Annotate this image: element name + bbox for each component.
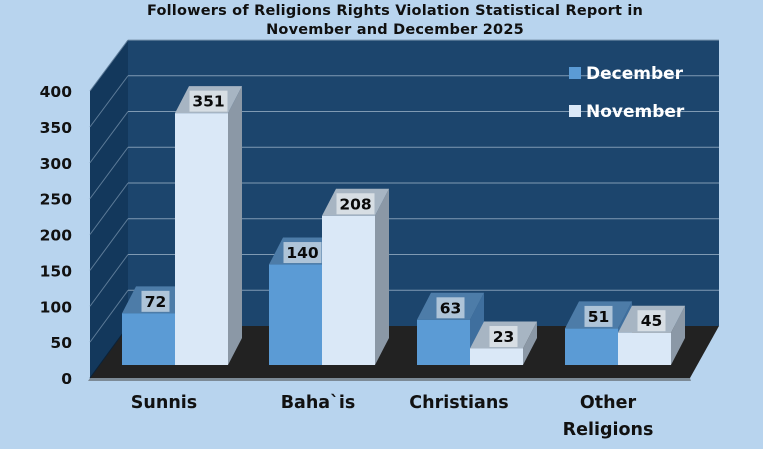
chart-title-line-2: November and December 2025 — [266, 22, 524, 38]
data-label-box — [489, 325, 518, 347]
bar-side — [228, 86, 242, 365]
y-tick-label: 0 — [61, 370, 72, 388]
bar-side — [671, 305, 685, 365]
data-label: 45 — [641, 312, 663, 330]
data-label-box — [436, 297, 465, 319]
bar-front — [565, 328, 618, 365]
bar-front — [618, 332, 671, 365]
y-tick-label: 100 — [40, 298, 73, 316]
data-label-box — [637, 310, 666, 332]
data-label: 51 — [588, 308, 610, 326]
legend-label: November — [586, 102, 685, 122]
bars: 72 351 140 208 63 23 51 45 — [122, 86, 685, 365]
y-tick-label: 350 — [40, 119, 73, 137]
bar-front — [322, 215, 375, 365]
chart-title: Followers of Religions Rights Violation … — [0, 2, 763, 40]
data-label: 23 — [493, 328, 515, 346]
bar-front — [175, 113, 228, 365]
bar-front — [122, 313, 175, 365]
x-axis: Sunnis Baha`is Christians Other Religions — [131, 393, 654, 440]
data-label-box — [283, 242, 322, 264]
legend-swatch — [569, 105, 581, 117]
bar: 23 — [470, 321, 537, 365]
x-tick-label: Other — [580, 393, 637, 413]
x-tick-label: Sunnis — [131, 393, 197, 413]
gridline-side — [89, 39, 129, 92]
legend-swatch — [569, 67, 581, 79]
bar-side — [523, 321, 537, 365]
data-label-box — [336, 193, 375, 215]
gridline-side — [89, 111, 129, 164]
gridline-side — [89, 146, 129, 199]
y-tick-label: 150 — [40, 262, 73, 280]
bar-front — [269, 264, 322, 365]
gridline-side — [89, 182, 129, 235]
chart-title-line-1: Followers of Religions Rights Violation … — [146, 3, 644, 19]
legend: December November — [569, 64, 685, 122]
bar: 351 — [175, 86, 242, 365]
y-tick-label: 250 — [40, 191, 73, 209]
gridline-side — [89, 289, 129, 343]
bar: 208 — [322, 188, 389, 365]
data-label: 351 — [192, 93, 224, 111]
data-label-box — [141, 290, 170, 312]
bar-side — [375, 188, 389, 365]
chart-floor — [90, 326, 719, 378]
y-tick-label: 200 — [40, 227, 73, 245]
data-label: 208 — [339, 195, 371, 213]
gridline-side — [89, 75, 129, 128]
data-label-box — [584, 305, 613, 327]
y-tick-label: 300 — [40, 155, 73, 173]
legend-label: December — [586, 64, 684, 84]
bar-front — [470, 348, 523, 365]
gridline-side — [89, 218, 129, 271]
y-tick-label: 50 — [50, 334, 72, 352]
data-label: 63 — [440, 299, 462, 317]
y-axis: 0 50 100 150 200 250 300 350 400 — [40, 83, 73, 388]
chart-floor-edge — [88, 378, 691, 381]
data-label: 72 — [145, 293, 167, 311]
data-label: 140 — [286, 244, 319, 262]
y-tick-label: 400 — [40, 83, 73, 101]
gridline-side — [89, 254, 129, 307]
x-tick-label: Religions — [563, 420, 654, 440]
x-tick-label: Christians — [409, 393, 508, 413]
x-tick-label: Baha`is — [281, 393, 356, 413]
bar: 45 — [618, 305, 685, 365]
bar-front — [417, 319, 470, 365]
data-label-box — [189, 90, 228, 112]
